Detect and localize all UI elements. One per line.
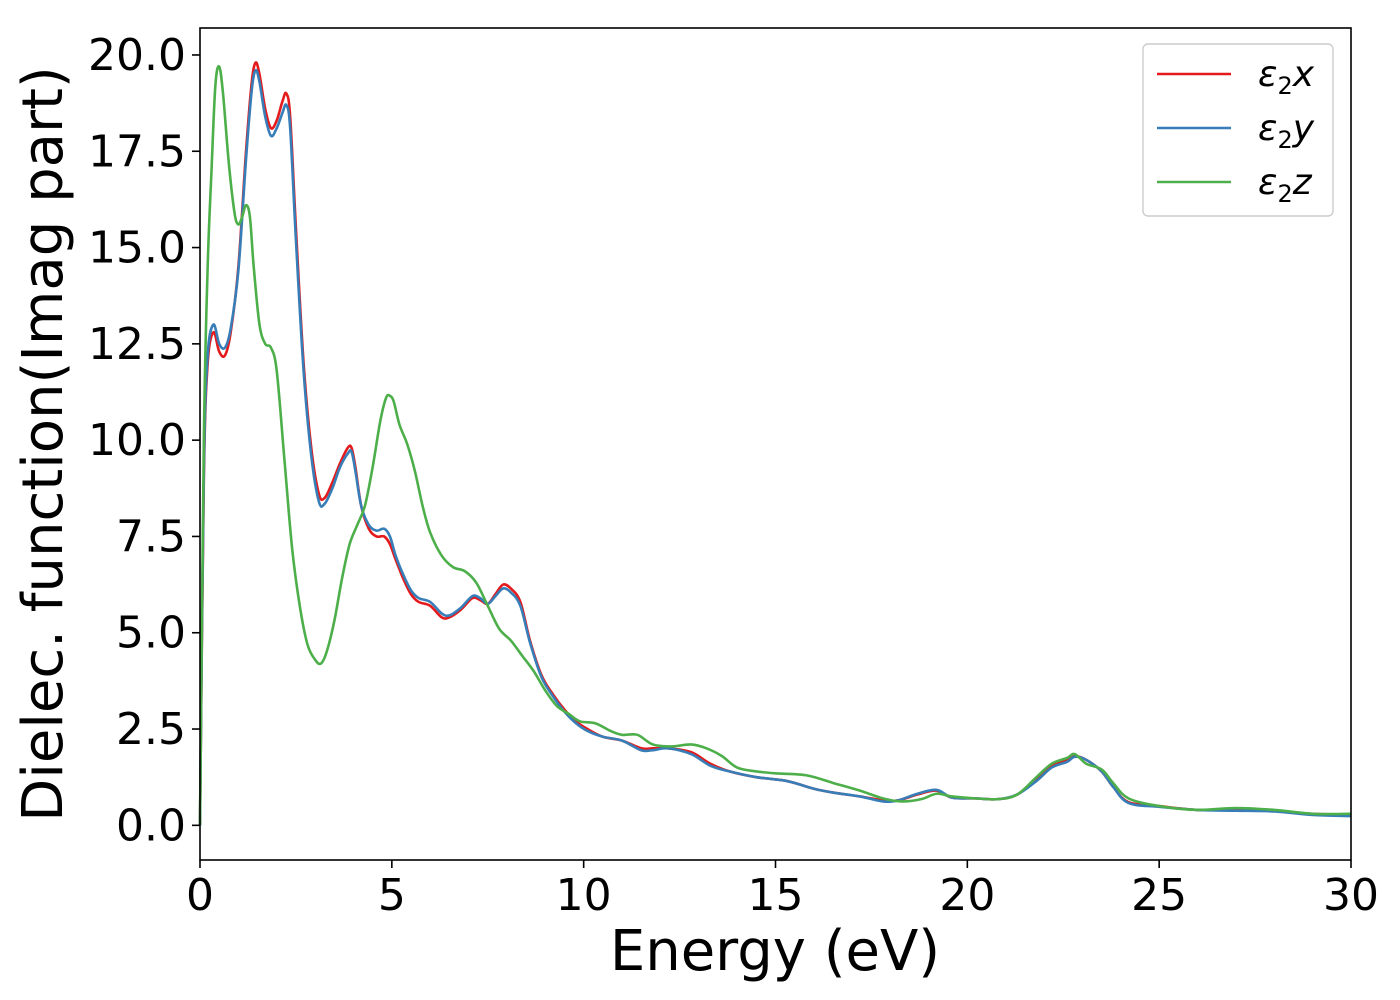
x-ticks: 0 5 10 15 20 25 30 <box>186 860 1379 921</box>
y-tick-label: 12.5 <box>88 319 186 370</box>
x-tick-label: 25 <box>1131 870 1187 921</box>
y-tick-label: 15.0 <box>88 223 186 274</box>
y-tick-label: 7.5 <box>116 511 186 562</box>
x-tick-label: 0 <box>186 870 214 921</box>
x-tick-label: 10 <box>556 870 612 921</box>
series-layer <box>198 61 1352 826</box>
y-tick-label: 20.0 <box>88 30 186 81</box>
y-tick-label: 17.5 <box>88 126 186 177</box>
y-tick-label: 2.5 <box>116 704 186 755</box>
series-line-z <box>198 64 1352 826</box>
y-tick-label: 5.0 <box>116 608 186 659</box>
legend: ε2x ε2y ε2z <box>1142 43 1334 217</box>
legend-label-z: ε2z <box>1258 162 1313 208</box>
x-tick-label: 5 <box>378 870 406 921</box>
x-axis-title: Energy (eV) <box>610 919 940 984</box>
x-tick-label: 15 <box>748 870 804 921</box>
x-tick-label: 30 <box>1323 870 1379 921</box>
x-tick-label: 20 <box>939 870 995 921</box>
y-ticks: 0.0 2.5 5.0 7.5 10.0 12.5 15.0 17.5 20.0 <box>88 30 200 851</box>
legend-label-x: ε2x <box>1258 54 1315 100</box>
y-tick-label: 0.0 <box>116 800 186 851</box>
y-axis-title: Dielec. function(Imag part) <box>11 66 76 822</box>
y-tick-label: 10.0 <box>88 415 186 466</box>
legend-label-y: ε2y <box>1258 108 1315 154</box>
legend-frame <box>1142 43 1334 217</box>
